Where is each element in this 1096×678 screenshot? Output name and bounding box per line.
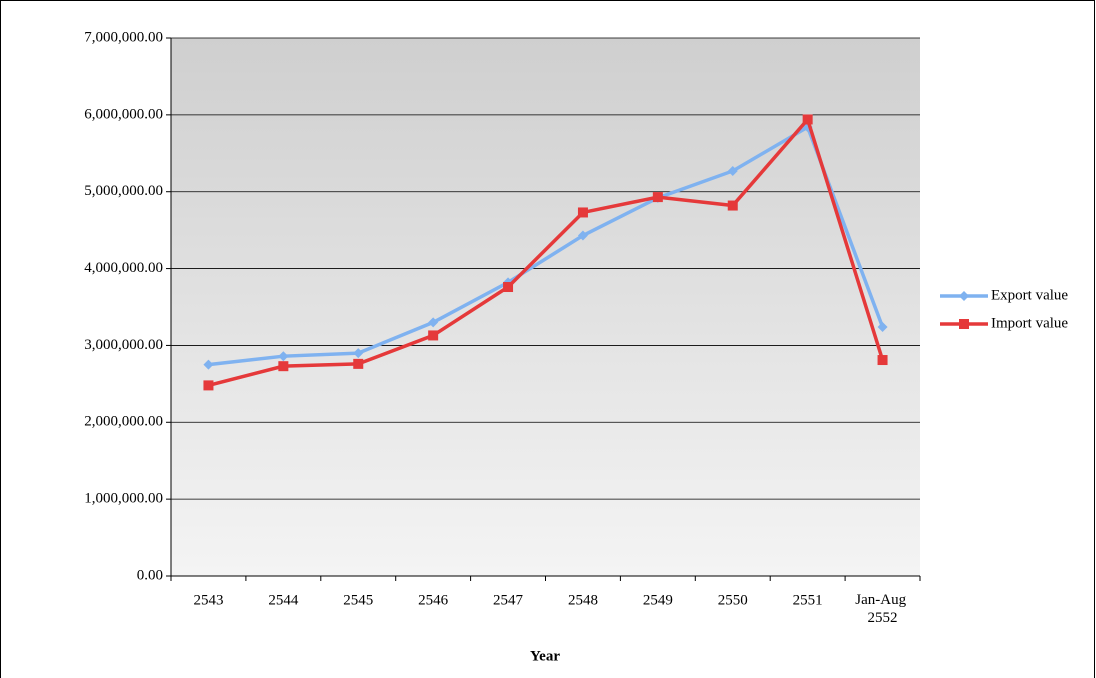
- series-line: [208, 115, 885, 388]
- data-point: [802, 114, 813, 125]
- x-tick-label: 2545: [343, 592, 373, 608]
- data-point: [577, 230, 588, 241]
- data-point: [278, 351, 289, 362]
- data-point: [203, 380, 214, 391]
- data-point: [727, 200, 738, 211]
- data-point: [877, 355, 888, 366]
- data-point: [353, 358, 364, 369]
- y-tick-label: 7,000,000.00: [84, 29, 163, 45]
- data-point: [503, 282, 514, 293]
- data-point: [353, 348, 364, 359]
- data-point: [877, 321, 888, 332]
- data-point: [959, 291, 969, 301]
- data-point: [959, 319, 969, 329]
- y-tick-label: 3,000,000.00: [84, 337, 163, 353]
- legend-label: Export value: [991, 287, 1068, 303]
- data-point: [428, 330, 439, 341]
- y-tick-label: 4,000,000.00: [84, 260, 163, 276]
- x-tick-label: 2550: [718, 592, 748, 608]
- x-tick-label: 2544: [268, 592, 299, 608]
- data-point: [278, 361, 289, 372]
- x-tick-label: 2543: [193, 592, 223, 608]
- x-tick-label: 2551: [793, 592, 823, 608]
- data-point: [652, 192, 663, 203]
- legend-label: Import value: [991, 315, 1068, 331]
- plot-area: [171, 38, 920, 576]
- data-point: [203, 359, 214, 370]
- y-tick-label: 2,000,000.00: [84, 414, 163, 430]
- data-point: [428, 317, 439, 328]
- y-tick-label: 1,000,000.00: [84, 491, 163, 507]
- x-tick-label: 2547: [493, 592, 524, 608]
- data-point: [577, 207, 588, 218]
- x-tick-label: 2546: [418, 592, 449, 608]
- y-tick-label: 0.00: [137, 567, 163, 583]
- y-tick-label: 5,000,000.00: [84, 183, 163, 199]
- y-tick-label: 6,000,000.00: [84, 106, 163, 122]
- x-axis-title: Year: [530, 648, 560, 664]
- x-tick-label: 2549: [643, 592, 673, 608]
- series-line: [208, 124, 885, 367]
- x-tick-label: Jan-Aug 2552: [855, 592, 910, 626]
- x-tick-label: 2548: [568, 592, 598, 608]
- data-point: [727, 165, 738, 176]
